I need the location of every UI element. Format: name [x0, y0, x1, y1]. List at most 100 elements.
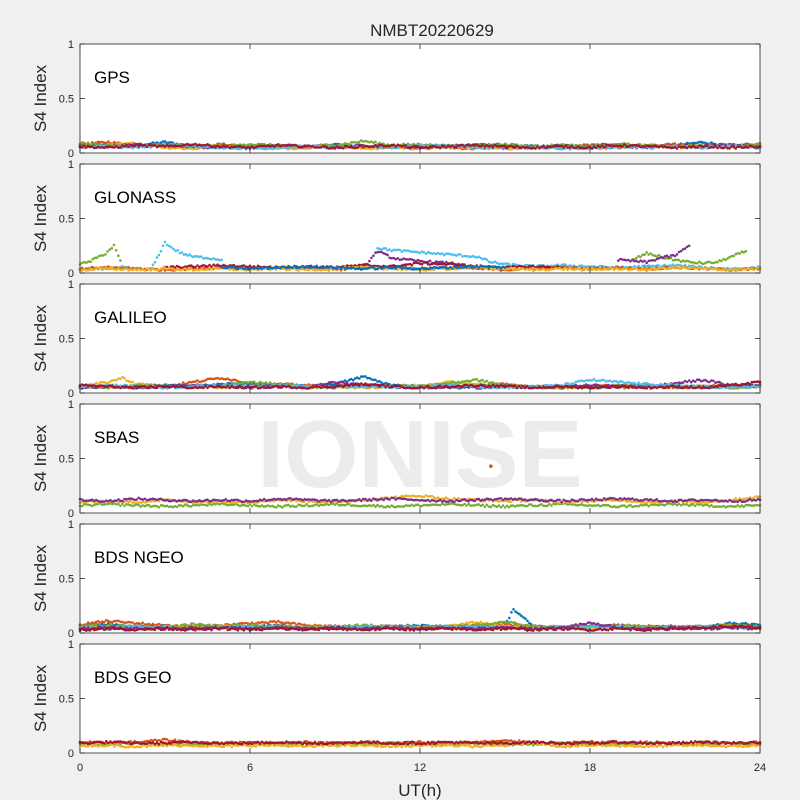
data-point [718, 144, 721, 148]
data-point [746, 146, 750, 149]
data-point [509, 266, 513, 270]
data-point [594, 146, 598, 150]
data-point [750, 266, 754, 270]
data-point [700, 140, 703, 144]
data-point [117, 142, 120, 146]
data-point [341, 146, 345, 150]
data-point [114, 249, 118, 252]
data-point [513, 266, 517, 270]
data-point [360, 144, 363, 147]
data-point [410, 147, 414, 151]
data-point [645, 251, 648, 254]
data-point [161, 244, 165, 248]
y-axis-label: S4 Index [31, 184, 50, 252]
y-tick-label: 0.5 [59, 214, 74, 226]
data-point [621, 265, 624, 269]
data-point [564, 263, 567, 266]
data-point [507, 262, 511, 266]
data-point [159, 141, 163, 144]
data-point [564, 144, 567, 147]
panel-label: GPS [94, 68, 130, 87]
data-point [368, 259, 371, 263]
data-point [530, 267, 533, 271]
data-point [333, 142, 337, 146]
data-point [635, 267, 638, 270]
data-point [107, 140, 110, 143]
data-point [398, 146, 402, 150]
data-point [370, 147, 373, 151]
data-point [329, 265, 333, 268]
data-point [96, 140, 100, 144]
data-point [113, 140, 116, 144]
data-point [471, 147, 474, 150]
data-point [133, 144, 136, 148]
data-point [671, 142, 675, 146]
figure-title: NMBT20220629 [370, 21, 494, 40]
data-point [716, 260, 719, 264]
data-point [532, 269, 535, 273]
data-point [691, 141, 695, 145]
data-point [536, 145, 539, 148]
data-point [170, 245, 173, 249]
data-point [560, 144, 563, 148]
y-tick-label: 1 [68, 159, 74, 171]
data-point [685, 141, 689, 145]
data-point [151, 266, 155, 270]
data-point [194, 265, 197, 269]
data-point [107, 387, 110, 390]
data-point [127, 145, 130, 149]
data-point [163, 240, 167, 244]
data-point [151, 141, 155, 144]
data-point [125, 141, 128, 145]
data-point [264, 265, 268, 269]
data-point [264, 381, 268, 384]
data-point [143, 269, 147, 272]
data-point [570, 144, 574, 148]
data-point [153, 260, 157, 264]
data-point [732, 254, 735, 258]
data-point [734, 147, 737, 150]
data-point [90, 145, 94, 148]
data-point [103, 141, 106, 144]
data-point [218, 142, 221, 146]
data-point [151, 263, 155, 267]
data-point [428, 259, 432, 263]
data-point [667, 142, 671, 146]
data-point [732, 145, 735, 148]
data-point [566, 268, 569, 272]
data-point [155, 256, 159, 259]
data-point [163, 140, 167, 143]
data-point [677, 258, 681, 262]
data-point [744, 249, 748, 253]
data-point [268, 381, 272, 384]
data-point [106, 250, 109, 253]
data-point [368, 147, 371, 151]
data-point [194, 142, 197, 146]
data-point [645, 261, 648, 265]
data-point [665, 142, 669, 146]
data-point [135, 143, 138, 146]
data-point [173, 147, 177, 150]
data-point [226, 145, 229, 148]
data-point [149, 268, 153, 272]
data-point [374, 140, 377, 144]
data-point [335, 142, 339, 146]
data-point [683, 247, 687, 250]
data-point [706, 142, 709, 145]
data-point [463, 145, 466, 149]
data-point [374, 378, 377, 382]
data-point [412, 148, 416, 151]
data-point [285, 266, 288, 270]
data-point [179, 146, 183, 150]
data-point [82, 144, 86, 148]
data-point [534, 147, 537, 150]
data-point [461, 143, 464, 147]
data-point [115, 379, 118, 382]
data-point [161, 140, 165, 143]
data-point [374, 146, 377, 150]
data-point [97, 254, 101, 258]
y-axis-label: S4 Index [31, 64, 50, 132]
data-point [159, 249, 163, 253]
